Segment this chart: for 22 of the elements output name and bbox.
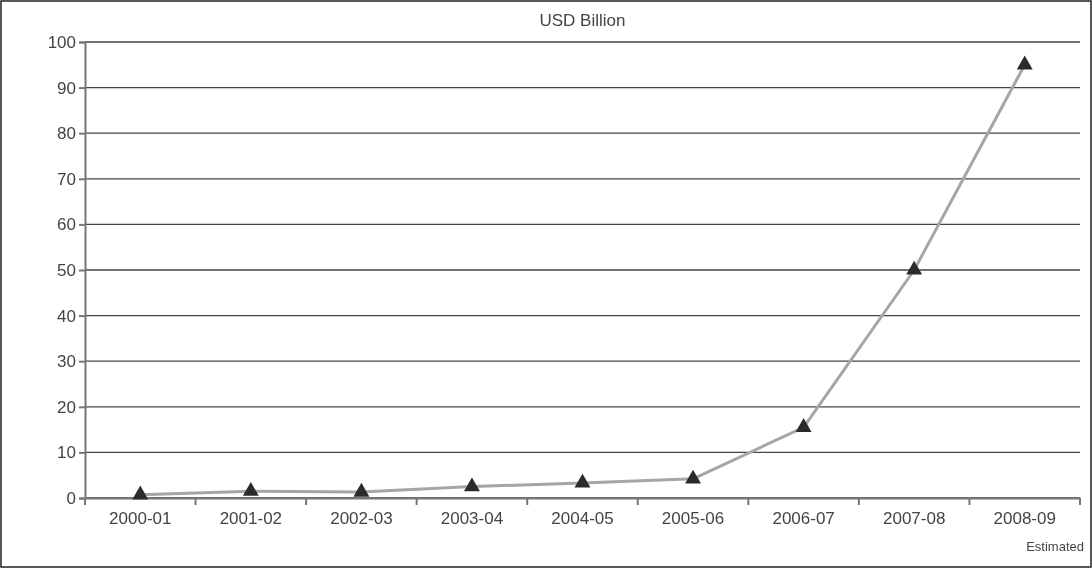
x-tick-label: 2004-05 (551, 509, 614, 529)
y-tick-label: 70 (57, 169, 76, 189)
x-tick-label: 2008-09 (993, 509, 1056, 529)
x-tick-label: 2007-08 (882, 509, 946, 529)
y-tick-label: 50 (57, 260, 76, 280)
x-tick-label: 2005-06 (661, 509, 725, 529)
x-tick-label: 2006-07 (772, 509, 835, 529)
y-tick-label: 80 (57, 124, 76, 144)
y-tick-label: 100 (47, 32, 76, 52)
y-tick-label: 30 (57, 352, 76, 372)
y-tick-label: 40 (57, 306, 76, 326)
chart-title: USD Billion (539, 11, 626, 30)
y-tick-label: 60 (57, 215, 76, 235)
text: Estimated (1026, 539, 1084, 554)
x-tick-label: 2000-01 (109, 509, 172, 529)
y-tick-label: 90 (57, 78, 76, 98)
x-tick-label: 2001-02 (219, 509, 283, 529)
x-tick-label: 2003-04 (440, 509, 504, 529)
y-tick-label: 0 (66, 488, 76, 508)
x-tick-label: 2002-03 (330, 509, 393, 529)
y-tick-label: 10 (57, 443, 76, 463)
y-tick-label: 20 (57, 397, 76, 417)
